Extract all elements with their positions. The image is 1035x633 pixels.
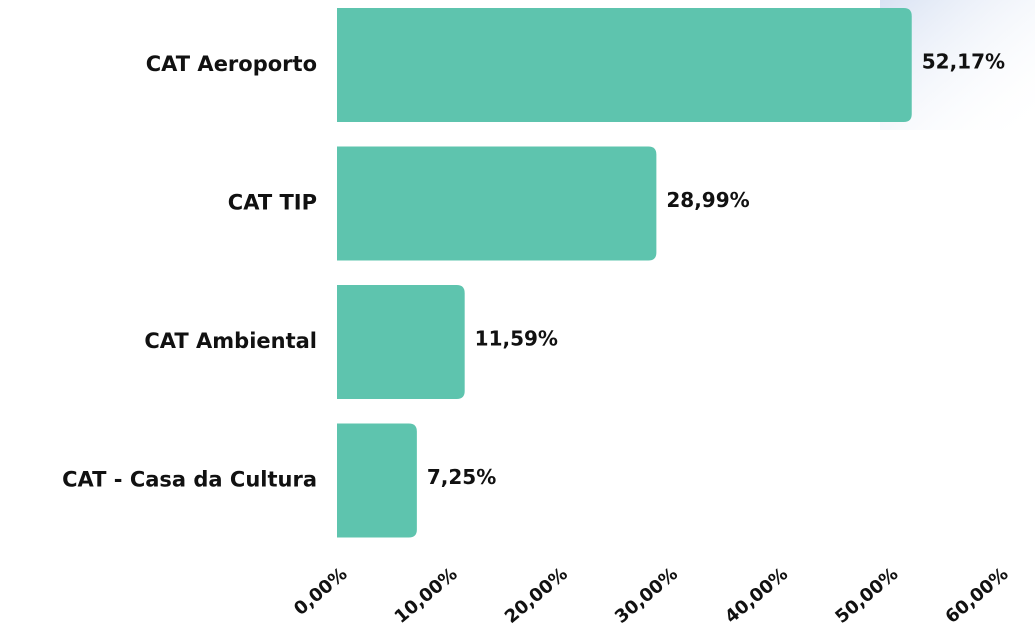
category-label: CAT Aeroporto	[146, 52, 317, 76]
x-tick-label: 0,00%	[290, 564, 351, 620]
value-label: 28,99%	[666, 188, 749, 212]
bar	[337, 424, 417, 538]
value-label: 11,59%	[475, 327, 558, 351]
x-tick-label: 30,00%	[611, 564, 682, 628]
bar	[337, 8, 912, 122]
category-label: CAT TIP	[228, 191, 317, 215]
bar	[337, 285, 465, 399]
value-label: 7,25%	[427, 465, 496, 489]
category-label: CAT - Casa da Cultura	[62, 468, 317, 492]
x-tick-label: 20,00%	[501, 564, 572, 628]
chart: 0,00% 10,00% 20,00% 30,00% 40,00% 50,00% 60,00…	[0, 0, 1035, 633]
x-tick-label: 50,00%	[831, 564, 902, 628]
value-label: 52,17%	[922, 50, 1005, 74]
category-label: CAT Ambiental	[144, 329, 317, 353]
x-tick-label: 40,00%	[721, 564, 792, 628]
x-tick-label: 10,00%	[391, 564, 462, 628]
bar	[337, 147, 656, 261]
x-tick-label: 60,00%	[941, 564, 1012, 628]
